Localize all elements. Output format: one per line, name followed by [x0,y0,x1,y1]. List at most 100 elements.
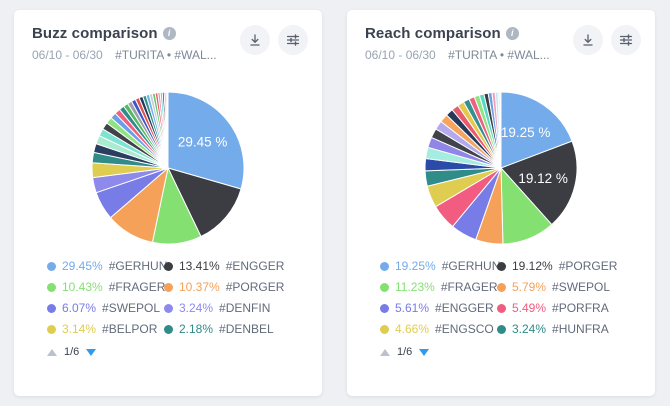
date-range: 06/10 - 06/30 [32,48,103,62]
legend-percent: 19.12% [512,259,553,273]
legend-color-dot [164,303,173,313]
legend-hashtag: #ENGSCO [435,322,494,336]
legend-percent: 13.41% [179,259,220,273]
legend-item[interactable]: 13.41% #ENGGER [164,259,322,273]
hashtag-filters[interactable]: #TURITA • #WAL... [448,48,550,62]
pie-slice-label: 19.25 % [501,125,551,140]
legend-hashtag: #ENGGER [225,259,285,273]
pie-chart[interactable]: 19.25 % 19.12 % [423,90,579,246]
legend-percent: 2.18% [179,322,214,336]
page-down-icon[interactable] [419,348,430,356]
legend-color-dot [497,324,506,334]
legend-hashtag: #DENBEL [219,322,274,336]
legend-item[interactable]: 3.24% #DENFIN [164,301,322,315]
legend-percent: 3.14% [62,322,97,336]
page-down-icon[interactable] [86,348,97,356]
legend-percent: 3.24% [179,301,214,315]
legend-color-dot [380,303,389,313]
legend-percent: 5.61% [395,301,430,315]
card-subtitle: 06/10 - 06/30 #TURITA • #WAL... [32,48,217,62]
card-title: Reach comparison [365,25,501,42]
legend-item[interactable]: 10.37% #PORGER [164,280,322,294]
download-icon [583,34,593,46]
legend-percent: 5.79% [512,280,547,294]
legend-item[interactable]: 29.45% #GERHUN [47,259,167,273]
legend-hashtag: #PORFRA [552,301,609,315]
legend-color-dot [47,261,56,271]
page-up-icon[interactable] [47,348,57,356]
legend-item[interactable]: 5.79% #SWEPOL [497,280,655,294]
legend-color-dot [380,261,389,271]
legend-item[interactable]: 19.25% #GERHUN [380,259,500,273]
legend-color-dot [380,324,389,334]
date-range: 06/10 - 06/30 [365,48,436,62]
legend-color-dot [497,261,506,271]
card-title: Buzz comparison [32,25,158,42]
legend-percent: 5.49% [512,301,547,315]
legend-color-dot [164,282,173,292]
card-header: Reach comparison 06/10 - 06/30 #TURITA •… [347,10,655,62]
legend-item[interactable]: 10.43% #FRAGER [47,280,165,294]
pie-slice[interactable] [500,91,573,169]
pie-chart[interactable]: 29.45 % [90,90,246,246]
legend-percent: 4.66% [395,322,430,336]
legend-item[interactable]: 19.12% #PORGER [497,259,655,273]
chart-legend: 19.25% #GERHUN 19.12% #PORGER 11.23% #FRAGER 5… [380,259,655,336]
sliders-icon [286,34,300,46]
settings-button[interactable] [278,25,308,55]
legend-percent: 6.07% [62,301,97,315]
legend-color-dot [47,303,56,313]
info-icon[interactable] [162,27,176,40]
legend-color-dot [497,282,506,292]
legend-item[interactable]: 5.49% #PORFRA [497,301,655,315]
settings-button[interactable] [611,25,641,55]
download-icon [250,34,260,46]
legend-percent: 10.37% [179,280,220,294]
download-button[interactable] [573,25,603,55]
legend-percent: 11.23% [395,280,435,294]
pie-slice[interactable] [167,167,242,237]
legend-hashtag: #GERHUN [108,259,168,273]
legend-percent: 10.43% [62,280,103,294]
legend-color-dot [164,261,173,271]
legend-pagination: 1/6 [380,346,655,358]
hashtag-filters[interactable]: #TURITA • #WAL... [115,48,217,62]
page-indicator: 1/6 [64,346,80,358]
pie-slice[interactable] [167,91,245,190]
page-indicator: 1/6 [397,346,413,358]
legend-color-dot [164,324,173,334]
pie-slice[interactable] [166,91,169,169]
page-up-icon[interactable] [380,348,390,356]
legend-hashtag: #HUNFRA [552,322,609,336]
legend-color-dot [47,324,56,334]
legend-hashtag: #GERHUN [441,259,501,273]
pie-slice[interactable] [500,140,578,226]
pie-slice-label: 19.12 % [518,171,568,186]
chart-legend: 29.45% #GERHUN 13.41% #ENGGER 10.43% #FRAGER 1… [47,259,322,336]
legend-item[interactable]: 5.61% #ENGGER [380,301,497,315]
pie-slice[interactable] [499,91,502,169]
legend-color-dot [380,282,389,292]
card-toolbar [573,25,641,62]
card-header: Buzz comparison 06/10 - 06/30 #TURITA • … [14,10,322,62]
legend-color-dot [497,303,506,313]
legend-item[interactable]: 11.23% #FRAGER [380,280,498,294]
download-button[interactable] [240,25,270,55]
buzz-comparison-card: Buzz comparison 06/10 - 06/30 #TURITA • … [14,10,322,396]
pie-slice-label: 29.45 % [178,134,228,149]
legend-hashtag: #ENGGER [435,301,494,315]
legend-hashtag: #SWEPOL [102,301,161,315]
legend-percent: 3.24% [512,322,547,336]
sliders-icon [619,34,633,46]
legend-item[interactable]: 3.14% #BELPOR [47,322,164,336]
legend-hashtag: #SWEPOL [552,280,611,294]
legend-item[interactable]: 2.18% #DENBEL [164,322,322,336]
legend-percent: 19.25% [395,259,436,273]
legend-item[interactable]: 3.24% #HUNFRA [497,322,655,336]
legend-item[interactable]: 6.07% #SWEPOL [47,301,164,315]
legend-color-dot [47,282,56,292]
info-icon[interactable] [505,27,519,40]
reach-comparison-card: Reach comparison 06/10 - 06/30 #TURITA •… [347,10,655,396]
legend-item[interactable]: 4.66% #ENGSCO [380,322,497,336]
legend-hashtag: #PORGER [225,280,285,294]
